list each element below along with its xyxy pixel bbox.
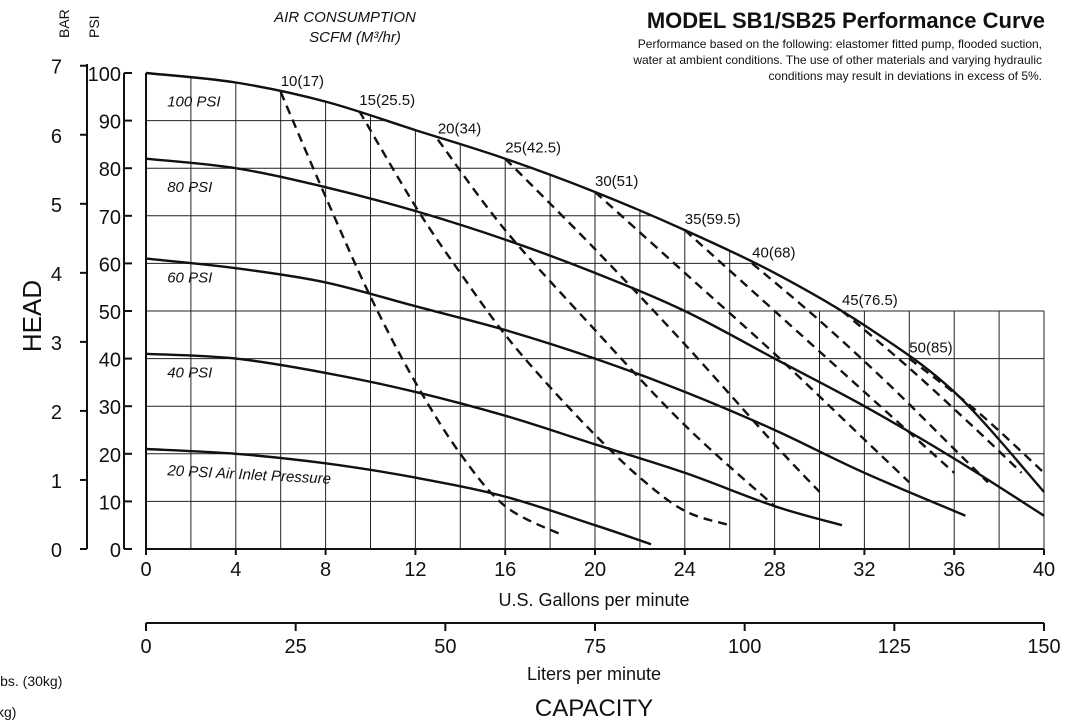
x-tick-label: 4 <box>230 559 241 581</box>
psi-tick-label: 30 <box>99 397 121 419</box>
capacity-label: CAPACITY <box>535 695 653 722</box>
bar-tick-label: 5 <box>51 195 62 217</box>
psi-tick-label: 40 <box>99 350 121 372</box>
air-consumption-line <box>504 157 821 493</box>
air-consumption-label: 50(85) <box>909 340 952 357</box>
cut-off-weight-text-2: kg) <box>0 704 16 720</box>
lpm-tick-label: 100 <box>728 636 761 658</box>
bar-tick-label: 1 <box>51 471 62 493</box>
air-consumption-label: 35(59.5) <box>685 211 741 228</box>
x-tick-label: 20 <box>584 559 606 581</box>
air-consumption-line <box>908 357 1045 474</box>
lpm-tick-label: 150 <box>1027 636 1060 658</box>
lpm-tick-label: 25 <box>285 636 307 658</box>
pressure-curve-label: 80 PSI <box>167 179 212 196</box>
psi-tick-label: 60 <box>99 254 121 276</box>
air-consumption-lines: 10(17) 15(25.5) 20(34) 25(42.5) 30(51) 35(59.… <box>279 73 1045 536</box>
air-consumption-line <box>841 310 1023 474</box>
chart-title: MODEL SB1/SB25 Performance Curve <box>647 8 1045 33</box>
air-consumption-label: 25(42.5) <box>505 140 561 157</box>
air-consumption-label: 40(68) <box>752 244 795 261</box>
chart-subtitle-line-1: Performance based on the following: elas… <box>638 37 1042 51</box>
psi-tick-label: 80 <box>99 159 121 181</box>
air-consumption-label: 30(51) <box>595 173 638 190</box>
air-consumption-line <box>358 110 731 527</box>
air-consumption-label: 10(17) <box>281 73 324 90</box>
lpm-tick-label: 50 <box>434 636 456 658</box>
air-consumption-line <box>751 262 989 484</box>
psi-tick-label: 10 <box>99 492 121 514</box>
pressure-curve <box>145 157 1045 517</box>
axis-ticks: 0 4 8 12 16 20 24 28 32 36 400 25 50 75 100 125 15001020… <box>51 57 1061 658</box>
pressure-curve-label: 60 PSI <box>167 269 212 286</box>
x-tick-label: 24 <box>674 559 696 581</box>
psi-unit-label: PSI <box>86 15 102 38</box>
air-consumption-label: 20(34) <box>438 121 481 138</box>
pressure-curve-label: 40 PSI <box>167 365 212 382</box>
air-consumption-label: 15(25.5) <box>359 92 415 109</box>
pressure-curve <box>145 71 1045 493</box>
psi-tick-label: 20 <box>99 445 121 467</box>
pressure-curve-label: 100 PSI <box>167 93 220 110</box>
bar-tick-label: 3 <box>51 333 62 355</box>
bar-tick-label: 6 <box>51 126 62 148</box>
psi-tick-label: 0 <box>110 540 121 562</box>
psi-tick-label: 70 <box>99 207 121 229</box>
chart-axes <box>86 64 1044 624</box>
lpm-tick-label: 125 <box>878 636 911 658</box>
psi-tick-label: 100 <box>88 64 121 86</box>
x-tick-label: 36 <box>943 559 965 581</box>
lpm-tick-label: 0 <box>140 636 151 658</box>
chart-subtitle-line-3: conditions may result in deviations in e… <box>769 69 1042 83</box>
air-consumption-line <box>683 229 955 474</box>
chart-subtitle-line-2: water at ambient conditions. The use of … <box>632 53 1042 67</box>
air-consumption-line <box>279 91 562 536</box>
head-axis-label: HEAD <box>17 280 47 352</box>
air-consumption-label: 45(76.5) <box>842 292 898 309</box>
x-tick-label: 32 <box>853 559 875 581</box>
x-axis-label-gpm: U.S. Gallons per minute <box>498 590 689 610</box>
cut-off-weight-text-1: lbs. (30kg) <box>0 673 62 689</box>
air-consumption-line <box>436 138 776 508</box>
x-tick-label: 8 <box>320 559 331 581</box>
air-consumption-title: AIR CONSUMPTION <box>273 9 416 26</box>
pressure-curve <box>145 257 966 517</box>
x-tick-label: 0 <box>140 559 151 581</box>
x-tick-label: 16 <box>494 559 516 581</box>
psi-tick-label: 50 <box>99 302 121 324</box>
bar-tick-label: 7 <box>51 57 62 79</box>
lpm-tick-label: 75 <box>584 636 606 658</box>
psi-tick-label: 90 <box>99 112 121 134</box>
air-consumption-unit: SCFM (M³/hr) <box>309 29 401 46</box>
pressure-curve <box>145 447 652 546</box>
x-axis-label-lpm: Liters per minute <box>527 664 661 684</box>
pressure-curve <box>145 352 843 527</box>
x-tick-label: 28 <box>763 559 785 581</box>
bar-tick-label: 2 <box>51 402 62 424</box>
bar-tick-label: 4 <box>51 264 62 286</box>
air-consumption-line <box>594 191 911 484</box>
bar-unit-label: BAR <box>56 9 72 38</box>
x-tick-label: 12 <box>404 559 426 581</box>
bar-tick-label: 0 <box>51 540 62 562</box>
x-tick-label: 40 <box>1033 559 1055 581</box>
